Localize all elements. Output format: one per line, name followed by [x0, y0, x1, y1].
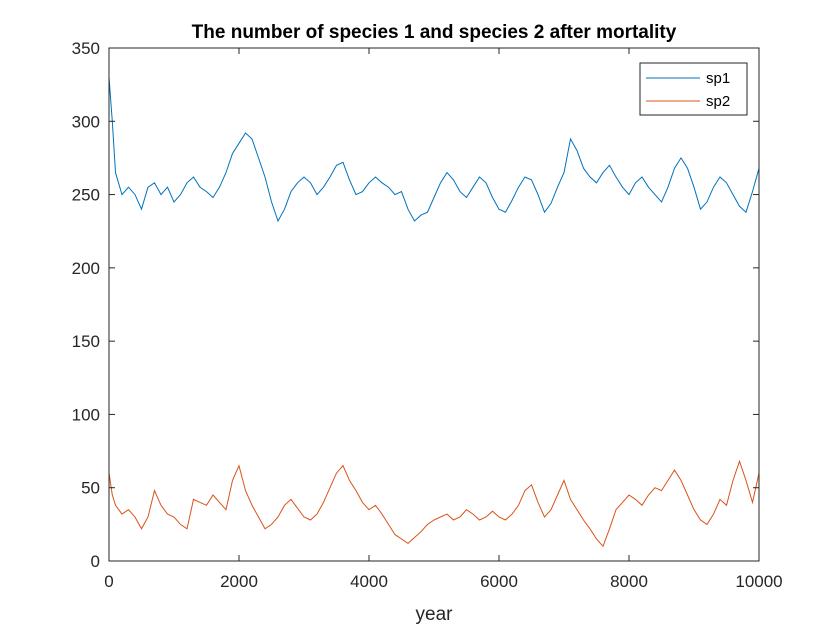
- x-tick-label-10000: 10000: [735, 572, 782, 591]
- plot-area: [109, 48, 759, 561]
- y-tick-label-150: 150: [72, 332, 100, 351]
- x-tick-label-0: 0: [104, 572, 113, 591]
- axes-box: [108, 47, 760, 562]
- y-tick-label-300: 300: [72, 112, 100, 131]
- y-tick-label-200: 200: [72, 259, 100, 278]
- y-tick-label-100: 100: [72, 405, 100, 424]
- legend-box: [639, 62, 748, 116]
- x-tick-label-6000: 6000: [480, 572, 518, 591]
- y-tick-label-50: 50: [81, 479, 100, 498]
- chart-title: The number of species 1 and species 2 af…: [192, 22, 677, 43]
- y-tick-label-0: 0: [91, 552, 100, 571]
- y-tick-label-350: 350: [72, 39, 100, 58]
- series-line-sp2: [108, 459, 760, 548]
- series-layer: [108, 77, 760, 548]
- x-tick-label-4000: 4000: [350, 572, 388, 591]
- x-tick-label-8000: 8000: [610, 572, 648, 591]
- x-axis-title: year: [416, 604, 454, 625]
- series-line-sp1: [108, 77, 760, 223]
- legend: sp1 sp2: [639, 62, 748, 116]
- ticks-layer: 0 2000 4000 6000 8000 10000 0 50 100 150 200 250 300…: [72, 39, 783, 591]
- x-tick-label-2000: 2000: [220, 572, 258, 591]
- legend-label-sp2: sp2: [706, 93, 730, 110]
- y-tick-label-250: 250: [72, 186, 100, 205]
- legend-label-sp1: sp1: [706, 70, 730, 87]
